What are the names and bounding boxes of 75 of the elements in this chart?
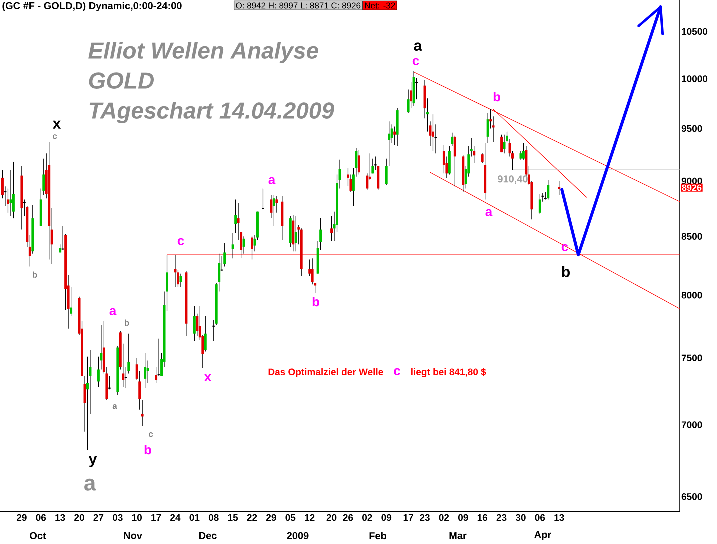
x-tick-label: 13 [554, 514, 564, 522]
text: Nov [124, 532, 142, 540]
annotation: c [412, 58, 420, 66]
x-tick-label: 13 [56, 514, 66, 522]
annotation: c [394, 368, 400, 376]
x-tick-label: 12 [305, 514, 315, 522]
y-tick-label: 7000 [682, 422, 702, 428]
annotation: a [268, 177, 276, 184]
x-tick-label: 29 [16, 514, 27, 522]
x-tick-label: 29 [266, 514, 276, 522]
annotation: c [149, 432, 154, 438]
x-tick-label: 09 [458, 514, 468, 522]
x-tick-label: 24 [170, 514, 181, 522]
y-tick-label: 8500 [682, 233, 702, 240]
x-tick-label: 06 [36, 514, 46, 522]
x-tick-label: 22 [247, 514, 258, 522]
y-tick-label: 10000 [682, 76, 708, 82]
x-tick-label: 17 [404, 514, 414, 521]
annotation: GOLD [89, 72, 154, 89]
text: Feb [370, 532, 386, 540]
annotation: Das Optimalziel der Welle [268, 368, 384, 378]
x-tick-label: 20 [326, 514, 337, 522]
text: 2009 [287, 532, 309, 540]
x-tick-label: 23 [420, 514, 430, 522]
y-tick-label: 8000 [682, 292, 702, 299]
x-tick-label: 20 [74, 514, 84, 522]
x-tick-label: 17 [152, 514, 162, 521]
annotation: c [562, 244, 568, 252]
annotation: y [88, 456, 98, 468]
chart-title: (GC #F - GOLD,D) Dynamic,0:00-24:00 [2, 2, 182, 12]
y-tick-label: 7500 [682, 354, 702, 362]
annotation: Net: -32 [365, 2, 396, 9]
annotation: x [204, 374, 212, 382]
x-tick-label: 23 [496, 514, 507, 522]
text: Dec [200, 532, 217, 540]
annotation: O: 8942 H: 8997 L: 8871 C: 8926 [236, 2, 361, 9]
text: Elliot Wellen Analyse [88, 42, 318, 64]
annotation: c [52, 134, 58, 140]
annotation: a [414, 42, 422, 51]
annotation: a [84, 478, 96, 491]
y-tick-label: 6500 [682, 493, 702, 500]
x-tick-label: 06 [535, 514, 546, 522]
x-tick-label: 03 [113, 514, 123, 522]
x-tick-label: 02 [362, 514, 372, 522]
annotation: b [32, 272, 38, 278]
y-tick-label: 10500 [682, 28, 708, 36]
annotation: b [494, 92, 500, 102]
x-tick-label: 08 [208, 514, 219, 522]
annotation: x [52, 120, 62, 129]
x-tick-label: 27 [94, 514, 104, 522]
text: Apr [534, 531, 552, 540]
x-tick-label: 10 [132, 514, 142, 522]
text: Mar [450, 532, 467, 540]
annotation: liegt bei 841,80 $ [412, 368, 486, 378]
annotation: b [562, 266, 570, 278]
annotation: b [124, 320, 130, 326]
x-tick-label: 05 [286, 514, 296, 522]
x-tick-label: 16 [478, 514, 488, 522]
text: 8926 [682, 184, 702, 192]
annotation: TAgeschart 14.04.2009 [90, 102, 334, 124]
annotation: a [486, 209, 493, 216]
x-tick-label: 01 [190, 514, 200, 522]
x-tick-label: 02 [439, 514, 450, 522]
x-tick-label: 09 [382, 514, 392, 522]
x-tick-label: 30 [516, 514, 526, 522]
annotation: a [110, 308, 117, 316]
y-tick-label: 9500 [682, 125, 702, 132]
annotation: 910,40 [498, 176, 528, 184]
annotation: b [144, 445, 152, 455]
x-tick-label: 15 [228, 514, 238, 522]
annotation: b [312, 297, 320, 307]
text: Oct [30, 532, 46, 540]
annotation: a [112, 404, 118, 410]
annotation: c [178, 238, 184, 246]
x-tick-label: 26 [343, 514, 354, 522]
